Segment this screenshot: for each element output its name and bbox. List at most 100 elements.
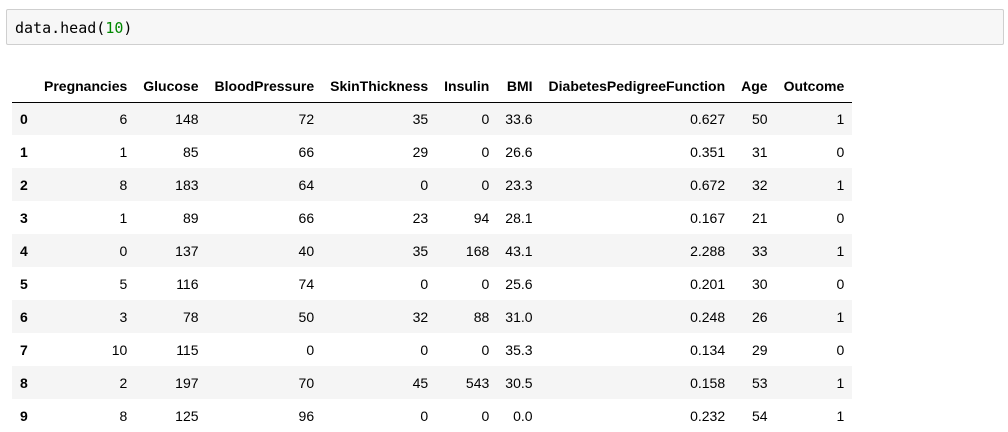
table-cell: 0.134	[690, 341, 726, 358]
table-cell: 8	[119, 407, 128, 424]
dataframe-table: Pregnancies Glucose BloodPressure SkinThick…	[12, 70, 853, 432]
table-cell: 66	[298, 143, 315, 160]
table-cell: 0	[481, 407, 490, 424]
table-row: 2 8 183 64 0 0 23.3 0.672 32 1	[12, 168, 853, 201]
column-header: DiabetesPedigreeFunction	[540, 70, 734, 103]
table-cell: 0	[420, 275, 429, 292]
table-cell: 31.0	[505, 308, 533, 325]
table-cell: 1	[836, 110, 845, 127]
table-cell: 0	[420, 176, 429, 193]
code-number-literal: 10	[105, 19, 124, 37]
table-header: Pregnancies Glucose BloodPressure SkinThick…	[12, 70, 853, 103]
table-row: 5 5 116 74 0 0 25.6 0.201 30 0	[12, 267, 853, 300]
code-call: data.head(	[15, 19, 106, 37]
table-cell: 32	[752, 176, 768, 193]
table-row: 1 1 85 66 29 0 26.6 0.351 31 0	[12, 135, 853, 168]
table-cell: 1	[119, 209, 128, 226]
table-cell: 0	[481, 176, 490, 193]
table-cell: 50	[298, 308, 315, 325]
table-cell: 0	[481, 143, 490, 160]
table-cell: 125	[175, 407, 199, 424]
table-cell: 28.1	[505, 209, 533, 226]
table-cell: 43.1	[505, 242, 533, 259]
column-header: Pregnancies	[36, 70, 136, 103]
column-header: Outcome	[775, 70, 853, 103]
table-cell: 0	[420, 341, 429, 358]
table-cell: 29	[412, 143, 429, 160]
row-index: 8	[20, 374, 28, 391]
table-cell: 1	[836, 176, 845, 193]
table-cell: 5	[119, 275, 128, 292]
row-index: 3	[20, 209, 28, 226]
row-index: 2	[20, 176, 28, 193]
table-cell: 183	[175, 176, 199, 193]
table-cell: 197	[175, 374, 199, 391]
table-cell: 0.627	[690, 110, 726, 127]
table-cell: 2.288	[690, 242, 726, 259]
table-row: 0 6 148 72 35 0 33.6 0.627 50 1	[12, 102, 853, 135]
table-cell: 94	[473, 209, 490, 226]
table-cell: 35	[412, 242, 429, 259]
table-cell: 0	[119, 242, 128, 259]
table-cell: 1	[119, 143, 128, 160]
table-cell: 168	[465, 242, 490, 259]
table-cell: 35	[412, 110, 429, 127]
table-cell: 0	[836, 275, 845, 292]
table-cell: 96	[298, 407, 315, 424]
row-index: 1	[20, 143, 28, 160]
table-cell: 32	[412, 308, 429, 325]
table-cell: 89	[182, 209, 199, 226]
table-cell: 0.672	[690, 176, 726, 193]
row-index: 9	[20, 407, 28, 424]
table-cell: 29	[752, 341, 768, 358]
table-cell: 8	[119, 176, 128, 193]
table-cell: 33.6	[505, 110, 533, 127]
table-cell: 0	[481, 110, 490, 127]
table-cell: 0.248	[690, 308, 726, 325]
index-header	[12, 70, 36, 103]
column-header: BMI	[497, 70, 541, 103]
table-cell: 72	[298, 110, 315, 127]
table-cell: 70	[298, 374, 315, 391]
table-cell: 0.167	[690, 209, 726, 226]
table-cell: 137	[175, 242, 199, 259]
table-cell: 0	[481, 341, 490, 358]
table-cell: 66	[298, 209, 315, 226]
table-cell: 0	[420, 407, 429, 424]
table-cell: 74	[298, 275, 315, 292]
table-cell: 30.5	[505, 374, 533, 391]
table-cell: 21	[752, 209, 768, 226]
code-input-cell[interactable]: data.head(10)	[6, 9, 1004, 45]
table-row: 8 2 197 70 45 543 30.5 0.158 53 1	[12, 366, 853, 399]
row-index: 6	[20, 308, 28, 325]
table-body: 0 6 148 72 35 0 33.6 0.627 50 1 1 1 85 66 29 0 26.6 0.351…	[12, 102, 853, 432]
table-cell: 0	[836, 143, 845, 160]
row-index: 4	[20, 242, 28, 259]
row-index: 0	[20, 110, 28, 127]
table-cell: 543	[465, 374, 490, 391]
table-cell: 116	[176, 275, 199, 292]
table-cell: 23	[412, 209, 429, 226]
row-index: 7	[20, 341, 28, 358]
column-header: BloodPressure	[206, 70, 323, 103]
column-header: Insulin	[436, 70, 498, 103]
table-cell: 1	[836, 407, 845, 424]
table-row: 7 10 115 0 0 0 35.3 0.134 29 0	[12, 333, 853, 366]
column-header: SkinThickness	[322, 70, 437, 103]
code-line[interactable]: data.head(10)	[15, 18, 132, 38]
row-index: 5	[20, 275, 28, 292]
table-cell: 1	[836, 242, 845, 259]
cell-output: Pregnancies Glucose BloodPressure SkinThick…	[12, 70, 853, 432]
header-row: Pregnancies Glucose BloodPressure SkinThick…	[12, 70, 853, 103]
table-cell: 26.6	[505, 143, 533, 160]
table-cell: 0.158	[690, 374, 726, 391]
table-cell: 148	[175, 110, 199, 127]
code-close-paren: )	[123, 19, 133, 37]
table-cell: 1	[836, 374, 845, 391]
table-cell: 2	[119, 374, 128, 391]
table-cell: 6	[119, 110, 128, 127]
table-cell: 0	[836, 209, 845, 226]
table-cell: 64	[298, 176, 315, 193]
table-cell: 10	[111, 341, 128, 358]
column-header: Glucose	[135, 70, 207, 103]
